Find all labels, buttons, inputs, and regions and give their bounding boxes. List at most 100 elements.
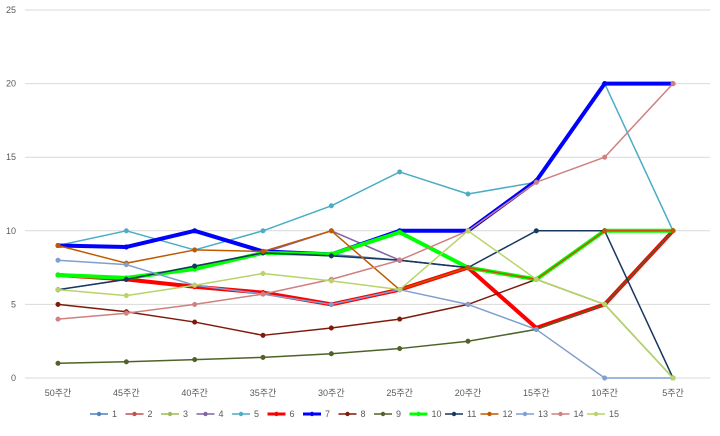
series-line-11 (57, 230, 674, 379)
legend-item-12: 12 (480, 409, 513, 419)
data-point-14-3 (260, 291, 266, 297)
data-point-5-3 (260, 228, 266, 234)
data-point-15-6 (465, 228, 471, 234)
legend-item-15: 15 (587, 409, 619, 419)
series-line-12 (57, 230, 674, 291)
legend-item-1: 1 (90, 409, 117, 419)
legend-item-5: 5 (232, 409, 259, 419)
y-tick-label: 20 (6, 79, 16, 89)
data-point-14-5 (397, 257, 403, 263)
y-tick-label: 0 (11, 373, 16, 383)
series-15 (55, 228, 676, 381)
legend-label: 10 (432, 409, 442, 419)
data-point-11-7 (533, 228, 539, 234)
data-point-8-0 (55, 301, 61, 307)
legend-marker (416, 411, 421, 417)
legend-marker (380, 411, 386, 417)
data-point-9-1 (123, 359, 129, 365)
legend-marker (451, 411, 457, 417)
legend-item-10: 10 (409, 409, 442, 419)
data-point-9-3 (260, 354, 266, 360)
data-point-13-8 (602, 375, 608, 381)
y-tick-label: 25 (6, 5, 16, 15)
x-tick-label: 50주간 (45, 388, 72, 398)
legend-item-7: 7 (303, 409, 330, 419)
legend-item-13: 13 (516, 409, 548, 419)
x-tick-label: 45주간 (113, 388, 140, 398)
data-point-13-1 (123, 262, 129, 268)
data-point-9-0 (55, 360, 61, 366)
legend-label: 9 (396, 409, 401, 419)
legend-marker (96, 411, 102, 417)
data-point-15-9 (670, 375, 676, 381)
x-tick-label: 35주간 (250, 388, 277, 398)
legend-label: 6 (290, 409, 295, 419)
data-point-7-2 (192, 228, 198, 234)
data-point-9-5 (397, 346, 403, 352)
legend-label: 14 (574, 409, 584, 419)
legend-marker (593, 411, 599, 417)
series-line-5 (57, 82, 674, 251)
series-lines (55, 81, 676, 381)
legend-marker (487, 411, 492, 417)
legend-marker (167, 411, 173, 417)
x-tick-label: 10주간 (591, 388, 618, 398)
data-point-9-6 (465, 338, 471, 344)
legend-label: 8 (361, 409, 366, 419)
data-point-15-4 (328, 278, 334, 284)
data-point-14-7 (533, 179, 539, 185)
legend-marker (238, 411, 244, 417)
x-tick-label: 20주간 (455, 388, 482, 398)
data-point-12-6 (465, 265, 471, 271)
data-point-8-3 (260, 332, 266, 338)
data-point-14-2 (192, 301, 198, 307)
legend-item-14: 14 (551, 409, 584, 419)
data-point-14-1 (123, 310, 129, 316)
x-tick-label: 30주간 (318, 388, 345, 398)
legend-item-3: 3 (161, 409, 188, 419)
data-point-14-9 (670, 81, 676, 87)
legend-label: 12 (503, 409, 513, 419)
gridlines (25, 9, 710, 379)
data-point-15-8 (602, 301, 608, 307)
legend-marker (203, 411, 208, 417)
data-point-9-4 (328, 351, 334, 357)
x-tick-label: 15주간 (523, 388, 550, 398)
series-5 (55, 81, 676, 253)
x-tick-label: 40주간 (181, 388, 208, 398)
legend: 1 2 3 4 5 6 7 8 9 10 11 12 13 14 15 (90, 409, 619, 419)
data-point-5-5 (397, 169, 403, 175)
data-point-12-4 (328, 228, 334, 234)
legend-marker (558, 411, 563, 417)
data-point-5-4 (328, 203, 334, 209)
legend-label: 4 (219, 409, 224, 419)
data-point-10-0 (55, 272, 61, 278)
data-point-8-5 (397, 316, 403, 322)
data-point-12-3 (260, 248, 266, 254)
legend-label: 1 (112, 409, 117, 419)
data-point-8-4 (328, 325, 334, 331)
data-point-13-0 (55, 257, 61, 263)
data-point-13-7 (533, 326, 539, 332)
y-axis-tick-labels: 0 5 10 15 20 25 (6, 5, 16, 383)
data-point-13-6 (465, 301, 471, 307)
y-tick-label: 5 (11, 299, 16, 309)
data-point-11-4 (328, 253, 334, 259)
legend-item-6: 6 (267, 409, 295, 419)
legend-item-8: 8 (338, 409, 366, 419)
legend-item-11: 11 (445, 409, 476, 419)
data-point-15-2 (192, 282, 198, 288)
data-point-14-0 (55, 316, 61, 322)
series-line-15 (57, 230, 674, 379)
legend-label: 5 (254, 409, 259, 419)
series-line-14 (57, 82, 674, 320)
data-point-14-8 (602, 154, 608, 160)
legend-item-9: 9 (374, 409, 401, 419)
data-point-8-2 (192, 319, 198, 325)
data-point-10-5 (397, 229, 403, 235)
data-point-5-1 (123, 228, 129, 234)
data-point-12-9 (670, 228, 676, 234)
legend-marker (345, 411, 350, 417)
